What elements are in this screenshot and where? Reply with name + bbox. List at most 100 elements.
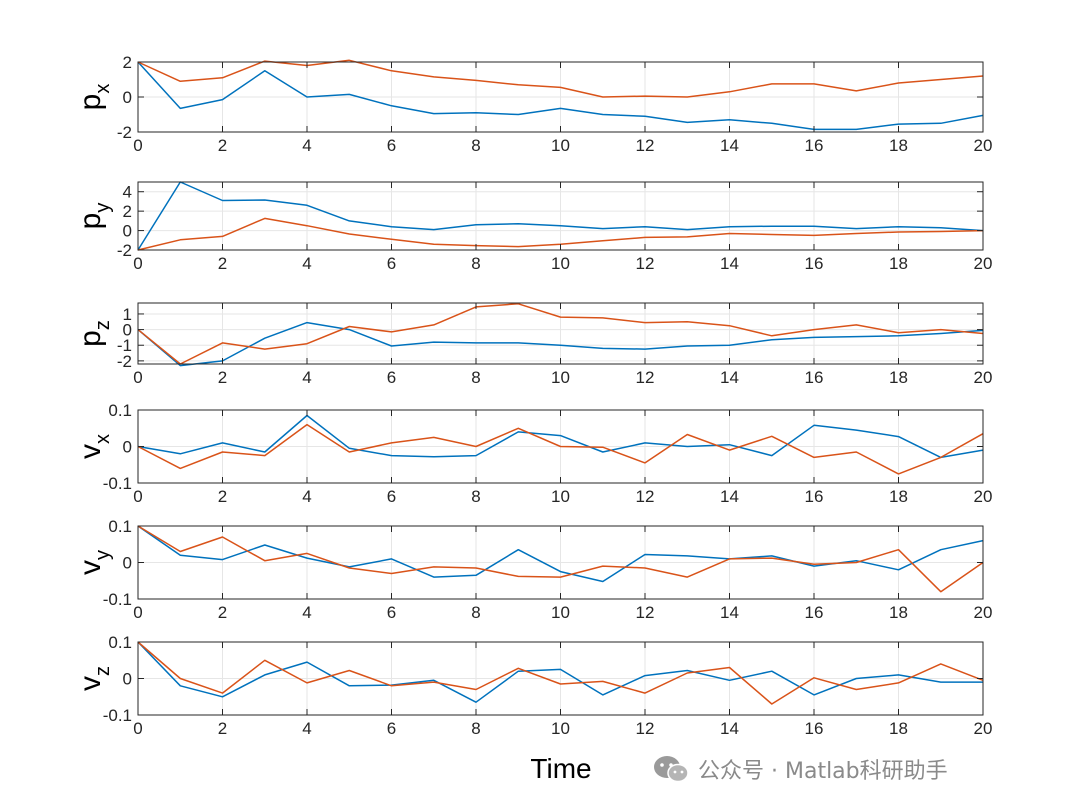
- x-tick-label: 2: [218, 368, 227, 387]
- x-tick-label: 8: [471, 719, 480, 738]
- x-tick-label: 18: [889, 603, 908, 622]
- x-tick-label: 12: [636, 368, 655, 387]
- x-tick-label: 8: [471, 487, 480, 506]
- wechat-icon: [654, 756, 689, 783]
- x-tick-label: 6: [387, 368, 396, 387]
- series-line-2: [137, 641, 984, 705]
- x-tick-label: 12: [636, 719, 655, 738]
- series-line-1: [137, 641, 983, 703]
- series-line-2: [137, 423, 984, 475]
- x-tick-label: 18: [889, 136, 908, 155]
- y-axis-label-subscript: z: [92, 666, 114, 676]
- y-tick-label: -0.1: [103, 706, 132, 725]
- y-axis-label-subscript: y: [92, 550, 114, 560]
- x-tick-label: 14: [720, 136, 739, 155]
- y-axis-label-base: p: [74, 213, 107, 230]
- y-axis-label-base: p: [74, 94, 107, 111]
- series-line-1: [137, 61, 984, 131]
- x-tick-label: 2: [218, 136, 227, 155]
- x-tick-label: 18: [889, 368, 908, 387]
- y-axis-label-base: v: [74, 676, 107, 691]
- y-axis-label-subscript: y: [92, 203, 114, 213]
- y-axis-label-subscript: x: [92, 84, 114, 94]
- y-tick-label: 0: [123, 222, 132, 241]
- x-tick-label: 20: [974, 254, 993, 273]
- y-axis-label: px: [74, 84, 114, 111]
- y-tick-label: 0: [123, 670, 132, 689]
- x-tick-label: 12: [636, 487, 655, 506]
- x-tick-label: 14: [720, 368, 739, 387]
- x-tick-label: 18: [889, 254, 908, 273]
- x-tick-label: 12: [636, 136, 655, 155]
- series-line-1: [137, 181, 984, 251]
- x-tick-label: 20: [974, 136, 993, 155]
- x-tick-label: 0: [133, 719, 142, 738]
- watermark: 公众号 · Matlab科研助手: [652, 752, 948, 786]
- series-line-2: [137, 59, 984, 98]
- x-tick-label: 0: [133, 368, 142, 387]
- subplot-vy: 0 2 4 6 8 10 12 14 16 18 20-0.100.1vy: [74, 517, 992, 622]
- x-tick-label: 10: [551, 254, 570, 273]
- x-tick-label: 0: [133, 487, 142, 506]
- x-tick-label: 4: [302, 603, 311, 622]
- x-tick-label: 8: [471, 603, 480, 622]
- y-tick-label: -2: [117, 123, 132, 142]
- y-tick-label: 0.1: [108, 401, 132, 420]
- y-axis-label-base: p: [74, 330, 107, 347]
- x-tick-label: 4: [302, 487, 311, 506]
- x-tick-label: 18: [889, 487, 908, 506]
- y-tick-label: -2: [117, 241, 132, 260]
- subplot-vz: 0 2 4 6 8 10 12 14 16 18 20-0.100.1vz: [74, 633, 992, 738]
- x-tick-label: 8: [471, 368, 480, 387]
- x-tick-label: 0: [133, 254, 142, 273]
- x-tick-label: 16: [805, 136, 824, 155]
- x-tick-label: 4: [302, 136, 311, 155]
- x-tick-label: 14: [720, 719, 739, 738]
- y-axis-label: vz: [74, 666, 114, 691]
- x-tick-label: 4: [302, 254, 311, 273]
- x-tick-label: 0: [133, 603, 142, 622]
- x-tick-label: 20: [974, 368, 993, 387]
- x-tick-label: 10: [551, 136, 570, 155]
- x-tick-label: 4: [302, 719, 311, 738]
- x-tick-label: 16: [805, 603, 824, 622]
- x-tick-label: 6: [387, 136, 396, 155]
- y-tick-label: 0: [123, 88, 132, 107]
- y-axis-label-base: v: [74, 444, 107, 459]
- x-tick-label: 6: [387, 719, 396, 738]
- y-tick-label: 1: [123, 305, 132, 324]
- y-tick-label: 0: [123, 321, 132, 340]
- x-tick-label: 20: [974, 487, 993, 506]
- y-tick-label: 0: [123, 554, 132, 573]
- x-tick-label: 16: [805, 487, 824, 506]
- x-tick-label: 6: [387, 603, 396, 622]
- y-axis-label: vx: [74, 434, 114, 459]
- y-axis-label: pz: [74, 320, 114, 347]
- x-tick-label: 14: [720, 603, 739, 622]
- x-tick-label: 12: [636, 254, 655, 273]
- y-axis-label-base: v: [74, 560, 107, 575]
- y-tick-label: 0.1: [108, 633, 132, 652]
- y-tick-label: -1: [117, 336, 132, 355]
- y-tick-label: -0.1: [103, 474, 132, 493]
- series-line-2: [137, 303, 984, 365]
- y-axis-label: py: [74, 203, 114, 230]
- x-tick-label: 8: [471, 136, 480, 155]
- x-tick-label: 4: [302, 368, 311, 387]
- x-axis-label: Time: [530, 753, 591, 784]
- y-axis-label-subscript: z: [92, 320, 114, 330]
- x-tick-label: 16: [805, 368, 824, 387]
- y-tick-label: 2: [123, 202, 132, 221]
- x-tick-label: 6: [387, 254, 396, 273]
- y-tick-label: 0: [123, 438, 132, 457]
- x-tick-label: 20: [974, 603, 993, 622]
- y-tick-label: -0.1: [103, 590, 132, 609]
- x-tick-label: 20: [974, 719, 993, 738]
- x-tick-label: 14: [720, 487, 739, 506]
- series-line-1: [137, 414, 984, 459]
